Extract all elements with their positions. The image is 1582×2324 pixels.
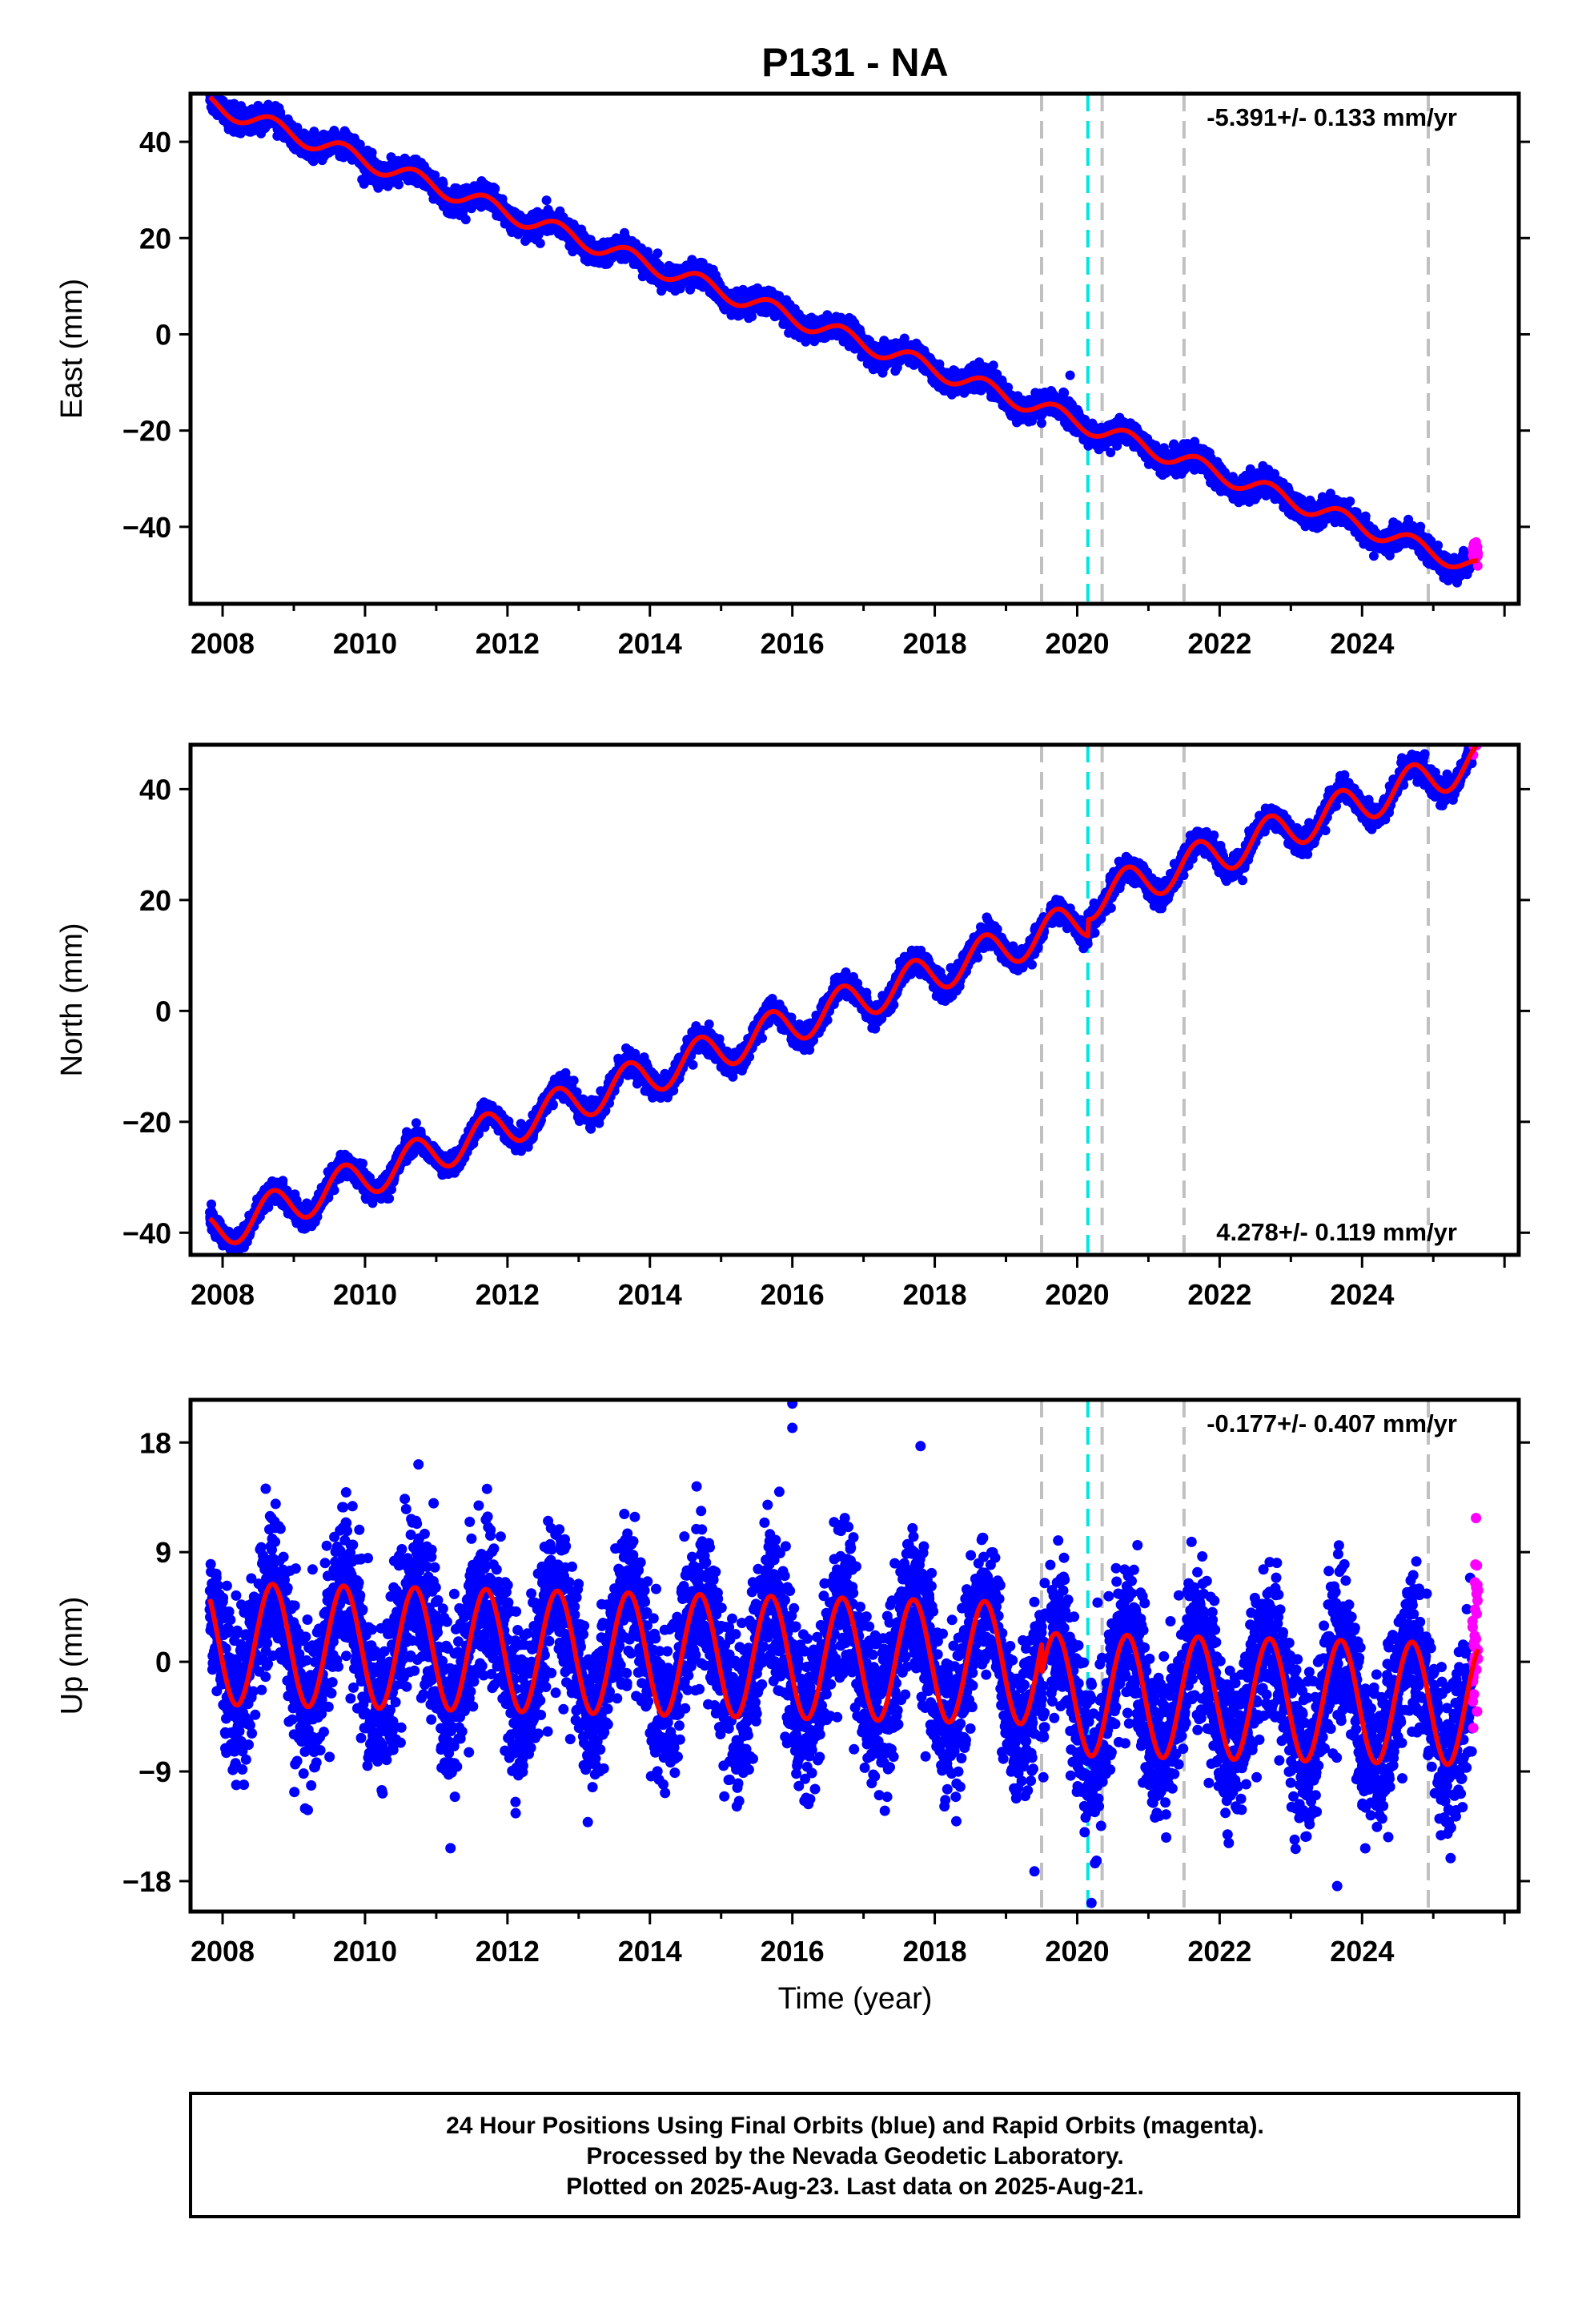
final-orbit-point bbox=[1037, 418, 1046, 428]
final-orbit-point bbox=[541, 195, 552, 206]
final-orbit-point bbox=[1059, 388, 1070, 398]
final-orbit-point bbox=[308, 156, 319, 167]
final-orbit-point bbox=[460, 215, 471, 225]
final-orbit-point bbox=[988, 360, 998, 371]
final-orbit-point bbox=[367, 147, 377, 158]
final-orbit-point bbox=[394, 179, 404, 190]
final-orbit-point bbox=[535, 238, 545, 248]
final-orbit-point bbox=[652, 248, 663, 259]
final-orbit-point bbox=[490, 183, 500, 194]
east-event-lines bbox=[1040, 94, 1431, 604]
chart-title: P131 - NA bbox=[761, 40, 948, 85]
